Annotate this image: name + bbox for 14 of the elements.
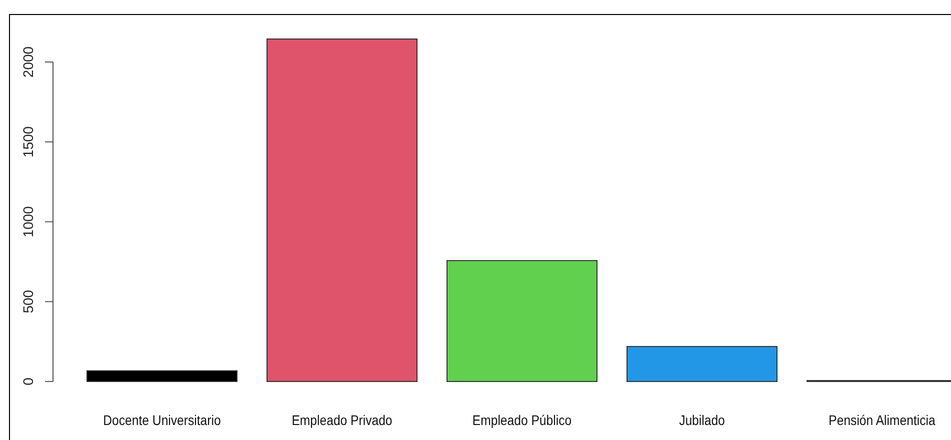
y-tick-label: 0: [20, 377, 36, 386]
bar: [626, 346, 778, 382]
bar: [266, 38, 418, 382]
x-tick-label: Empleado Privado: [292, 412, 392, 428]
x-tick-label: Docente Universitario: [103, 412, 221, 428]
x-tick-label: Empleado Público: [472, 412, 572, 428]
y-tick-label: 500: [20, 290, 36, 314]
x-tick-label: Pensión Alimenticia: [828, 412, 936, 428]
y-tick-label: 1000: [20, 206, 36, 238]
bar: [86, 370, 238, 382]
y-tick-label: 2000: [20, 46, 36, 78]
bar: [446, 260, 598, 382]
y-tick-label: 1500: [20, 126, 36, 158]
x-tick-label: Jubilado: [679, 412, 725, 428]
